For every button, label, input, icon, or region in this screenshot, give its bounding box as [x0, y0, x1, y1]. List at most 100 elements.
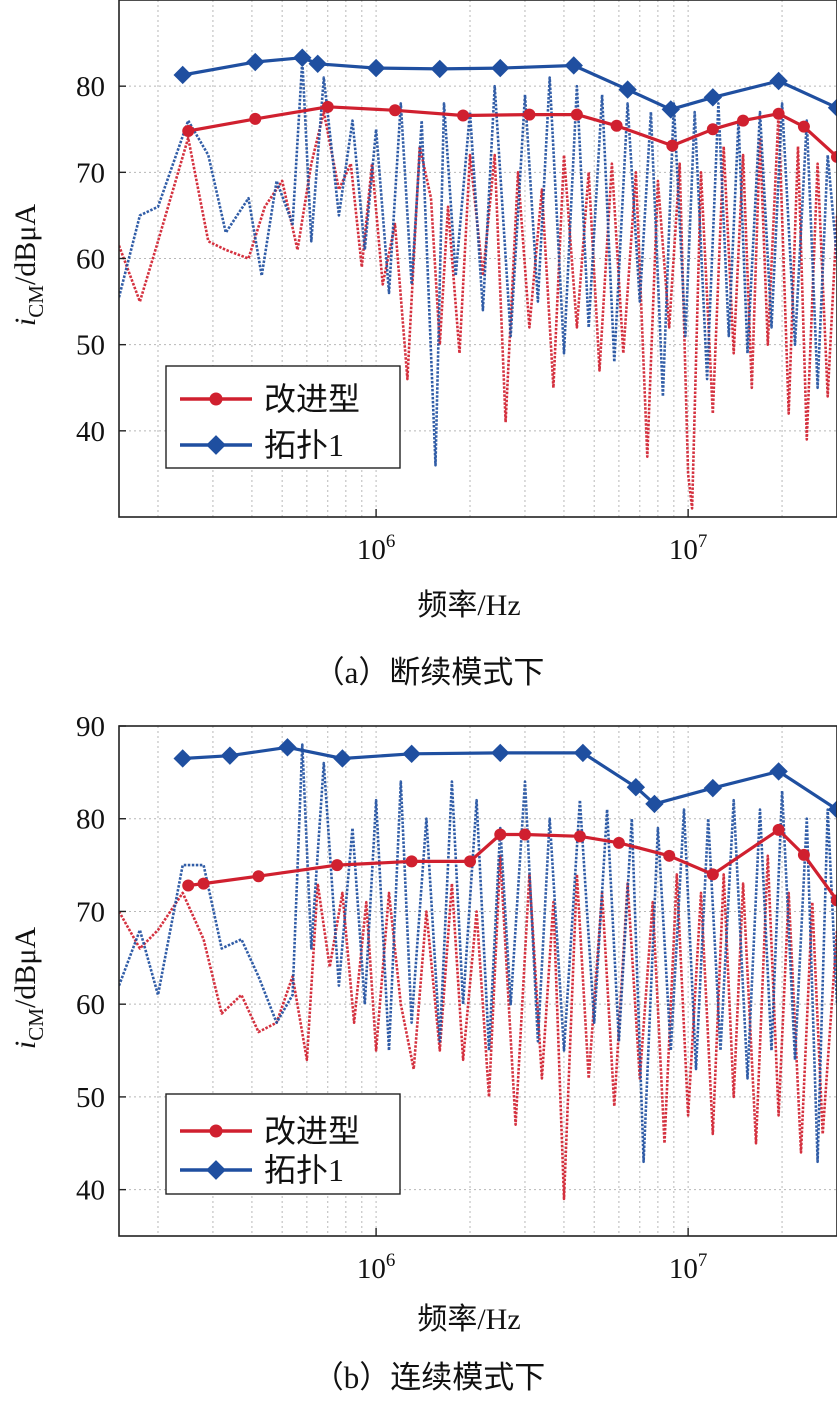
chart-a-point-improved	[457, 109, 470, 122]
chart-b-envelope-topology1	[182, 745, 837, 811]
chart-b-y-axis-label: iCM/dBμA	[9, 927, 48, 1049]
chart-b-plot-frame	[118, 725, 837, 1237]
chart-a-point-improved	[523, 108, 536, 121]
chart-a-point-topology1	[618, 80, 637, 99]
chart-a-legend: 改进型 拓扑1	[165, 365, 401, 469]
chart-b-xtick-label: 106	[357, 1250, 396, 1285]
chart-b-ytick-label: 50	[76, 1082, 105, 1114]
chart-b-caption: （b）连续模式下	[313, 1360, 546, 1395]
chart-b-point-topology1	[278, 738, 297, 757]
chart-a-point-topology1	[827, 98, 837, 117]
chart-a-legend-marker-improved	[209, 392, 223, 406]
chart-b-spectrum-topology1	[119, 743, 837, 1164]
chart-a-point-improved	[706, 123, 719, 136]
chart-b-legend-label-topology1: 拓扑1	[264, 1152, 344, 1188]
chart-a-caption: （a）断续模式下	[314, 655, 545, 690]
chart-a: 40 50 60 70 80 106 107 频率/Hz iCM/dBμA 改进型 拓扑1…	[9, 0, 837, 690]
chart-a-point-topology1	[661, 100, 680, 119]
chart-a-point-topology1	[491, 58, 510, 78]
chart-b-legend-marker-improved	[209, 1124, 223, 1138]
chart-b-point-improved	[518, 828, 531, 841]
chart-a-xtick-label: 107	[669, 531, 708, 566]
chart-a-point-improved	[182, 124, 195, 137]
chart-a-point-topology1	[703, 88, 723, 107]
chart-b-point-improved	[612, 836, 625, 849]
chart-b-x-axis-label: 频率/Hz	[417, 1303, 520, 1336]
chart-b-point-topology1	[573, 743, 593, 763]
chart-a-ytick-label: 50	[76, 330, 105, 362]
chart-a-point-improved	[737, 114, 750, 127]
chart-a-point-improved	[570, 108, 583, 121]
chart-a-xtick-labels: 106 107	[357, 509, 708, 566]
chart-b-y-axis-label-sub: CM	[24, 1008, 48, 1041]
chart-a-point-improved	[610, 119, 623, 132]
chart-b-point-topology1	[220, 746, 240, 765]
chart-a-ytick-label: 40	[76, 416, 105, 448]
chart-a-point-topology1	[564, 56, 583, 75]
chart-b-ytick-label: 60	[76, 989, 105, 1021]
chart-a-spectrum-topology1	[119, 59, 837, 467]
chart-a-point-improved	[666, 139, 679, 152]
chart-a-legend-label-topology1: 拓扑1	[264, 427, 344, 463]
chart-b-point-improved	[494, 828, 507, 841]
chart-b-point-topology1	[827, 800, 837, 819]
chart-a-spectrum-improved	[119, 110, 837, 510]
chart-b-point-improved	[663, 849, 676, 862]
chart-a-point-topology1	[366, 58, 386, 78]
chart-b-series-group	[119, 738, 837, 1201]
chart-b: 40 50 60 70 80 90 106 107 频率/Hz iCM/dBμA 改进型 拓…	[9, 711, 837, 1395]
chart-a-ytick-label: 70	[76, 157, 105, 189]
chart-b-xtick-labels: 106 107	[357, 1228, 708, 1285]
chart-b-point-topology1	[173, 749, 192, 768]
chart-b-y-axis-label-unit: /dBμA	[9, 927, 42, 1008]
chart-b-point-improved	[197, 877, 210, 890]
chart-b-point-improved	[706, 868, 719, 881]
chart-b-point-improved	[573, 830, 586, 843]
chart-a-ytick-labels: 40 50 60 70 80	[76, 71, 126, 448]
chart-a-ytick-label: 80	[76, 71, 105, 103]
chart-b-point-improved	[405, 855, 418, 868]
chart-a-point-topology1	[293, 48, 312, 67]
chart-b-point-topology1	[402, 744, 421, 764]
chart-b-legend-box	[165, 1093, 401, 1195]
chart-a-point-improved	[797, 120, 810, 133]
chart-a-point-improved	[831, 150, 837, 163]
chart-b-point-improved	[464, 855, 477, 868]
chart-a-y-axis-label-sub: CM	[24, 285, 48, 318]
chart-a-point-topology1	[173, 65, 192, 85]
chart-a-legend-marker-topology1	[206, 435, 226, 455]
chart-b-point-improved	[182, 879, 195, 892]
chart-b-point-improved	[252, 870, 265, 883]
chart-a-ytick-label: 60	[76, 244, 105, 276]
chart-a-data	[119, 48, 837, 510]
chart-b-point-improved	[331, 859, 344, 872]
chart-b-point-topology1	[491, 743, 510, 763]
chart-b-point-topology1	[769, 762, 788, 781]
chart-b-point-improved	[797, 848, 810, 861]
chart-b-xtick-label: 107	[669, 1250, 708, 1285]
chart-a-envelope-topology1	[182, 56, 837, 111]
chart-b-envelope-improved	[188, 828, 837, 902]
chart-a-point-improved	[321, 100, 334, 113]
chart-a-point-topology1	[430, 59, 449, 79]
chart-a-y-axis-label: iCM/dBμA	[9, 204, 48, 326]
chart-b-point-topology1	[703, 778, 723, 798]
chart-a-x-axis-label: 频率/Hz	[417, 589, 520, 622]
chart-b-legend-label-improved: 改进型	[264, 1113, 360, 1149]
chart-b-point-improved	[772, 823, 785, 836]
chart-b-point-topology1	[333, 749, 352, 768]
chart-b-point-improved	[831, 894, 837, 907]
chart-a-series-group	[119, 48, 837, 510]
chart-a-point-improved	[772, 107, 785, 120]
chart-b-ytick-label: 40	[76, 1175, 105, 1207]
chart-b-legend-marker-topology1	[206, 1160, 226, 1180]
chart-a-envelope-improved	[187, 105, 837, 158]
chart-a-legend-box	[165, 365, 401, 469]
chart-b-legend: 改进型 拓扑1	[165, 1093, 401, 1195]
chart-b-ytick-labels: 40 50 60 70 80 90	[76, 711, 126, 1207]
chart-b-y-axis-label-main: i	[9, 1041, 42, 1049]
chart-b-data	[119, 738, 837, 1201]
chart-b-ytick-label: 90	[76, 711, 105, 743]
chart-a-point-improved	[249, 112, 262, 125]
